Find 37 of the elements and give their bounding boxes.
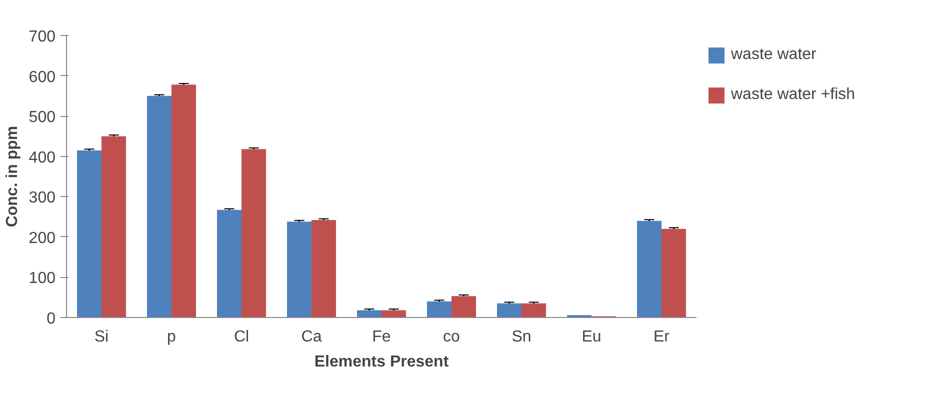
y-tick-label: 0: [46, 310, 56, 328]
x-tick-label: Er: [654, 328, 670, 346]
x-tick-label: Eu: [582, 328, 602, 346]
bar: [522, 303, 546, 318]
legend-label: waste water: [731, 46, 816, 64]
bar: [382, 310, 406, 318]
y-axis-title: Conc. in ppm: [4, 126, 21, 228]
bar: [102, 136, 126, 318]
bar: [452, 296, 476, 318]
bar: [77, 150, 102, 318]
x-tick-label: Si: [94, 328, 109, 346]
y-tick-label: 700: [28, 28, 56, 46]
bar: [662, 228, 686, 318]
bar: [172, 84, 196, 318]
y-tick-label: 300: [28, 190, 56, 207]
y-tick-label: 200: [28, 230, 56, 247]
y-tick-label: 400: [28, 149, 56, 166]
x-axis-title: Elements Present: [314, 354, 450, 370]
x-tick-label: co: [443, 328, 460, 346]
x-tick-label: Cl: [234, 328, 250, 346]
bar: [242, 149, 266, 318]
bar: [637, 220, 662, 318]
x-tick-label: p: [167, 328, 176, 346]
y-tick-label: 500: [28, 109, 56, 126]
legend-label: waste water +fish: [731, 86, 856, 104]
bar: [312, 220, 336, 318]
bar: [287, 222, 312, 318]
bar: [357, 310, 382, 318]
x-tick-label: Sn: [512, 328, 532, 346]
y-tick-label: 100: [28, 270, 56, 288]
y-tick-label: 600: [28, 68, 56, 86]
x-tick-label: Fe: [372, 328, 391, 346]
bar: [217, 210, 242, 318]
bar: [147, 96, 172, 318]
bar: [427, 301, 452, 318]
x-tick-label: Ca: [301, 328, 322, 346]
bar: [497, 303, 522, 318]
